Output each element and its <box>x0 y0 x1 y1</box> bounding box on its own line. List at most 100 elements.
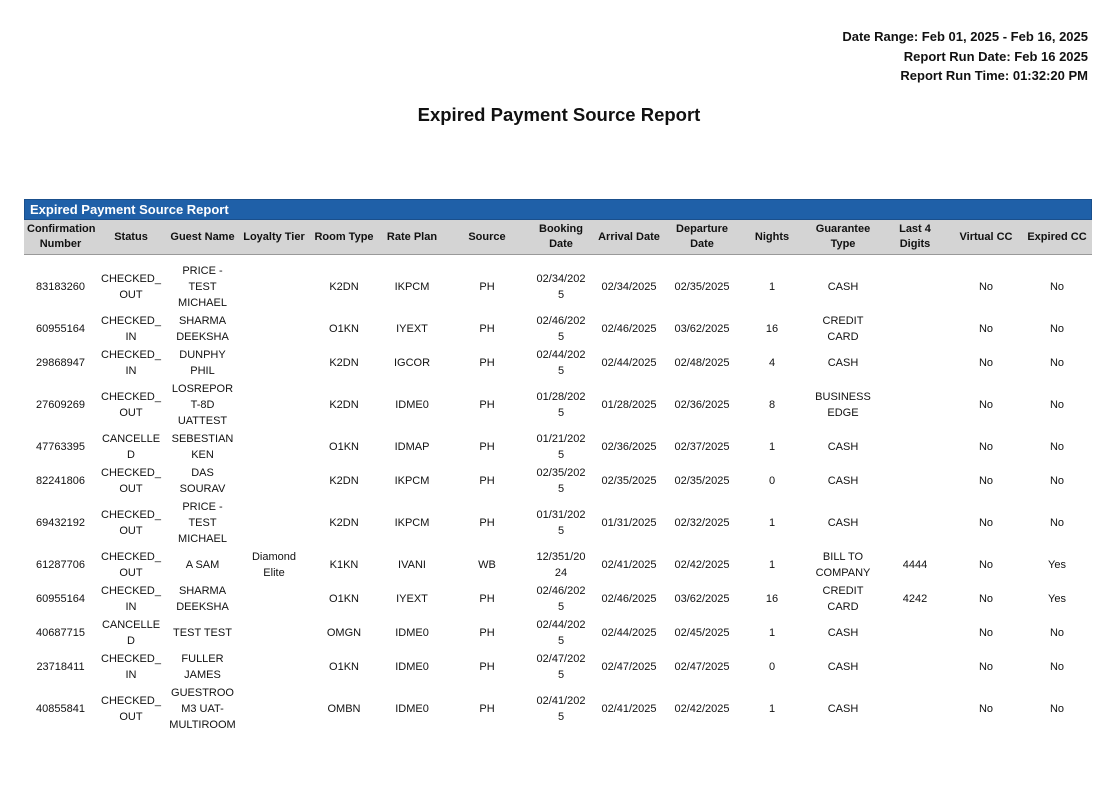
cell-source: PH <box>479 593 495 605</box>
cell-confirmation-number: 47763395 <box>36 441 85 453</box>
cell-virtual-cc: No <box>978 357 994 369</box>
cell-status: CHECKED_IN <box>101 349 161 377</box>
cell-booking-date: 01/21/2025 <box>536 433 586 461</box>
cell-expired-cc: Yes <box>1048 593 1066 605</box>
cell-departure-date: 02/45/2025 <box>674 627 730 639</box>
cell-guest-name: TEST TEST <box>173 627 232 639</box>
cell-expired-cc: No <box>1049 357 1065 369</box>
page-title: Expired Payment Source Report <box>417 104 701 125</box>
cell-guarantee-type: CASH <box>827 475 859 487</box>
cell-virtual-cc: No <box>978 703 994 715</box>
column-header-last-4-digits: Last 4 Digits <box>880 220 950 255</box>
cell-nights: 1 <box>768 441 776 453</box>
cell-departure-date: 03/62/2025 <box>674 593 730 605</box>
cell-guest-name: DUNPHY PHIL <box>179 349 226 377</box>
cell-status: CHECKED_OUT <box>101 467 161 495</box>
cell-room-type: K2DN <box>329 399 359 411</box>
cell-guarantee-type: CASH <box>827 517 859 529</box>
cell-expired-cc: No <box>1049 323 1065 335</box>
cell-last-4-digits <box>880 616 950 650</box>
cell-expired-cc: No <box>1049 517 1065 529</box>
cell-expired-cc: No <box>1049 661 1065 673</box>
column-header-source: Source <box>444 220 530 255</box>
table-row: 29868947 CHECKED_IN DUNPHY PHIL K2DN IGCOR PH… <box>24 346 1092 380</box>
cell-virtual-cc: No <box>978 399 994 411</box>
column-header-expired-cc: Expired CC <box>1022 220 1092 255</box>
table-body: 83183260 CHECKED_OUT PRICE - TEST MICHAEL K… <box>24 255 1092 735</box>
cell-source: PH <box>479 357 495 369</box>
cell-virtual-cc: No <box>978 475 994 487</box>
table-row: 40855841 CHECKED_OUT GUESTROOM3 UAT-MULTIR… <box>24 684 1092 734</box>
cell-virtual-cc: No <box>978 661 994 673</box>
cell-expired-cc: No <box>1049 703 1065 715</box>
cell-arrival-date: 02/41/2025 <box>601 703 657 715</box>
cell-expired-cc: No <box>1049 441 1065 453</box>
cell-arrival-date: 02/44/2025 <box>601 357 657 369</box>
table-row: 23718411 CHECKED_IN FULLER JAMES O1KN IDME0 P… <box>24 650 1092 684</box>
cell-room-type: K2DN <box>329 517 359 529</box>
cell-departure-date: 02/42/2025 <box>674 703 730 715</box>
cell-status: CHECKED_OUT <box>101 509 161 537</box>
cell-rate-plan: IGCOR <box>393 357 431 369</box>
cell-source: PH <box>479 627 495 639</box>
cell-booking-date: 02/44/2025 <box>536 349 586 377</box>
cell-confirmation-number: 27609269 <box>36 399 85 411</box>
cell-nights: 16 <box>765 593 779 605</box>
cell-guest-name: SHARMA DEEKSHA <box>176 585 229 613</box>
cell-departure-date: 03/62/2025 <box>674 323 730 335</box>
column-header-rate-plan: Rate Plan <box>380 220 444 255</box>
cell-source: PH <box>479 399 495 411</box>
cell-nights: 1 <box>768 703 776 715</box>
cell-last-4-digits <box>880 312 950 346</box>
cell-status: CANCELLED <box>101 433 161 461</box>
cell-departure-date: 02/37/2025 <box>674 441 730 453</box>
cell-source: PH <box>479 475 495 487</box>
cell-guest-name: FULLER JAMES <box>181 653 224 681</box>
report-table-container: Expired Payment Source Report Confirmati… <box>24 199 1092 734</box>
cell-last-4-digits <box>880 498 950 548</box>
cell-expired-cc: No <box>1049 627 1065 639</box>
cell-expired-cc: No <box>1049 399 1065 411</box>
cell-source: PH <box>479 281 495 293</box>
column-header-confirmation-number: Confirmation Number <box>24 220 97 255</box>
table-row: 47763395 CANCELLED SEBESTIAN KEN O1KN IDMAP P… <box>24 430 1092 464</box>
cell-guarantee-type: CREDIT CARD <box>822 315 864 343</box>
cell-arrival-date: 02/47/2025 <box>601 661 657 673</box>
cell-loyalty-tier <box>240 255 308 313</box>
cell-guest-name: PRICE - TEST MICHAEL <box>178 265 227 309</box>
cell-status: CHECKED_IN <box>101 585 161 613</box>
cell-virtual-cc: No <box>978 593 994 605</box>
column-header-arrival-date: Arrival Date <box>592 220 666 255</box>
cell-guest-name: SEBESTIAN KEN <box>171 433 234 461</box>
table-row: 82241806 CHECKED_OUT DAS SOURAV K2DN IKPCM PH… <box>24 464 1092 498</box>
table-header-row: Confirmation Number Status Guest Name Loyal… <box>24 220 1092 255</box>
table-row: 61287706 CHECKED_OUT A SAM Diamond Elite K1K… <box>24 548 1092 582</box>
cell-expired-cc: No <box>1049 281 1065 293</box>
cell-rate-plan: IYEXT <box>396 323 428 335</box>
cell-confirmation-number: 23718411 <box>36 661 85 673</box>
cell-loyalty-tier <box>240 616 308 650</box>
cell-departure-date: 02/47/2025 <box>674 661 730 673</box>
cell-rate-plan: IKPCM <box>394 281 430 293</box>
column-header-room-type: Room Type <box>308 220 380 255</box>
cell-last-4-digits <box>880 380 950 430</box>
cell-loyalty-tier <box>240 582 308 616</box>
column-header-virtual-cc: Virtual CC <box>950 220 1022 255</box>
cell-room-type: O1KN <box>329 661 359 673</box>
cell-rate-plan: IVANI <box>398 559 426 571</box>
cell-last-4-digits <box>880 430 950 464</box>
column-header-nights: Nights <box>738 220 806 255</box>
column-header-booking-date: Booking Date <box>530 220 592 255</box>
table-row: 60955164 CHECKED_IN SHARMA DEEKSHA O1KN IYEX… <box>24 582 1092 616</box>
column-header-guest-name: Guest Name <box>165 220 240 255</box>
cell-room-type: O1KN <box>329 441 359 453</box>
cell-last-4-digits <box>880 650 950 684</box>
cell-confirmation-number: 29868947 <box>36 357 85 369</box>
cell-expired-cc: No <box>1049 475 1065 487</box>
cell-nights: 1 <box>768 627 776 639</box>
cell-arrival-date: 02/46/2025 <box>601 323 657 335</box>
cell-guest-name: PRICE - TEST MICHAEL <box>178 501 227 545</box>
cell-last-4-digits <box>880 346 950 380</box>
cell-virtual-cc: No <box>978 281 994 293</box>
cell-status: CHECKED_OUT <box>101 273 161 301</box>
